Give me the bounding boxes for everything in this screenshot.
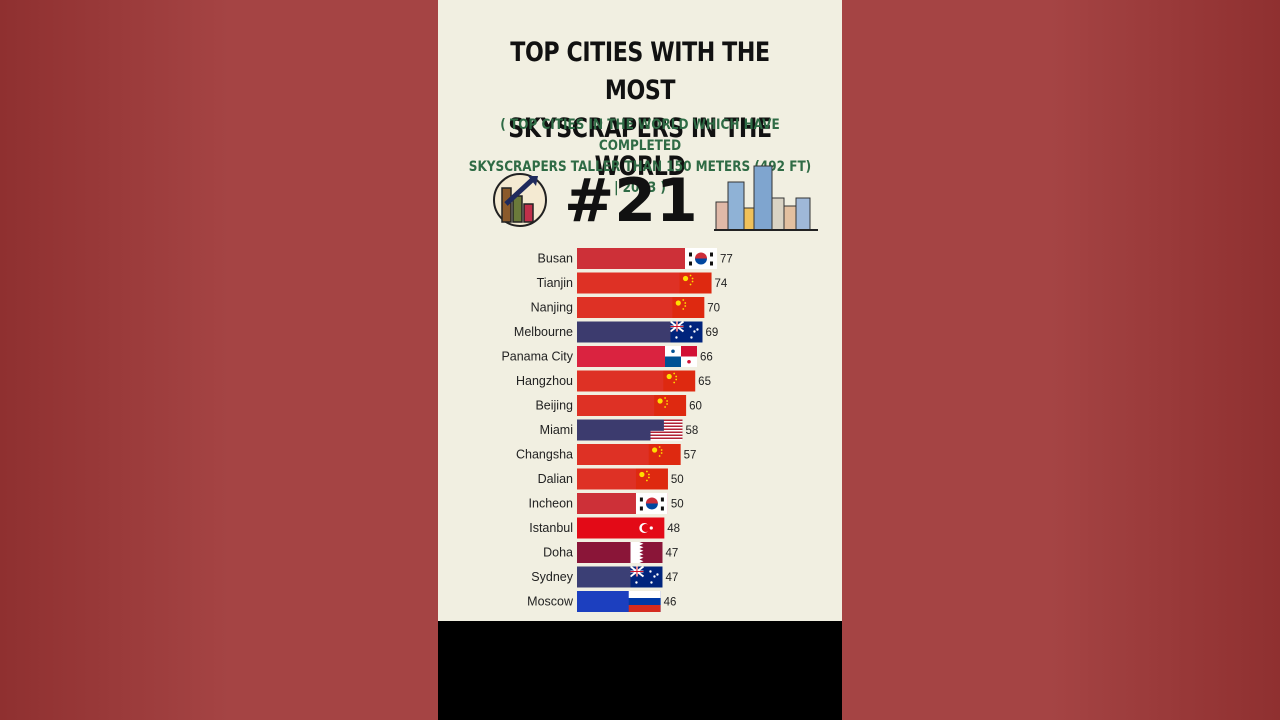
city-label: Tianjin [537, 276, 573, 290]
value-label: 58 [685, 425, 698, 437]
value-label: 47 [665, 572, 678, 584]
value-label: 57 [684, 450, 697, 462]
value-label: 77 [720, 254, 733, 266]
city-label: Panama City [501, 350, 573, 364]
australia-flag-icon [630, 566, 663, 588]
qatar-flag-icon [630, 542, 663, 563]
value-label: 65 [698, 376, 711, 388]
bar-row-changsha: Changsha 57 [516, 444, 696, 465]
china-flag-icon [663, 370, 696, 392]
bar-row-nanjing: Nanjing 70 [531, 297, 720, 318]
city-label: Nanjing [531, 301, 573, 315]
bar-row-istanbul: Istanbul 48 [529, 517, 680, 539]
chart-subtitle: ( TOP CITIES IN THE WORLD WHICH HAVE COM… [466, 115, 813, 199]
bar-row-sydney: Sydney 47 [531, 566, 678, 588]
australia-flag-icon [670, 321, 703, 343]
bar-row-hangzhou: Hangzhou 65 [516, 370, 711, 392]
bar-chart: Busan 77 Tianjin 74 Nanjing 70 Melbourne 69 Pana… [501, 248, 733, 612]
turkey-flag-icon [632, 517, 665, 539]
bar-row-dalian: Dalian 50 [538, 468, 684, 490]
bar-row-melbourne: Melbourne 69 [514, 321, 718, 343]
bar-chart-arrow-icon [493, 173, 547, 227]
bar-row-beijing: Beijing 60 [535, 395, 702, 416]
city-label: Sydney [531, 570, 573, 584]
bar-row-panama-city: Panama City 66 [501, 346, 713, 367]
city-label: Dalian [538, 472, 573, 486]
value-label: 46 [664, 597, 677, 609]
city-label: Hangzhou [516, 374, 573, 388]
china-flag-icon [648, 444, 681, 465]
title-line-1: TOP CITIES WITH THE MOST [510, 37, 770, 106]
value-label: 74 [715, 278, 728, 290]
bar-row-doha: Doha 47 [543, 542, 678, 563]
city-label: Istanbul [529, 521, 573, 535]
city-label: Busan [538, 252, 573, 266]
city-label: Melbourne [514, 325, 573, 339]
value-label: 69 [705, 327, 718, 339]
city-label: Beijing [535, 399, 573, 413]
title-line-2: SKYSCRAPERS IN THE WORLD [508, 113, 772, 182]
chart-panel: TOP CITIES WITH THE MOST SKYSCRAPERS IN … [438, 0, 842, 720]
value-label: 48 [667, 523, 680, 535]
south-korea-flag-icon [685, 248, 717, 269]
subtitle-line-2: SKYSCRAPERS TALLER THAN 150 METERS (492 … [468, 159, 812, 196]
usa-flag-icon [650, 419, 683, 441]
bar-row-miami: Miami 58 [540, 419, 698, 441]
value-label: 66 [700, 352, 713, 364]
value-label: 50 [671, 474, 684, 486]
city-label: Moscow [527, 595, 574, 609]
bar-row-tianjin: Tianjin 74 [537, 272, 728, 294]
bar [577, 248, 717, 269]
bar [577, 272, 712, 294]
value-label: 50 [671, 499, 684, 511]
footer-bar [438, 621, 842, 720]
city-label: Miami [540, 423, 573, 437]
china-flag-icon [679, 272, 712, 294]
bar-row-busan: Busan 77 [538, 248, 733, 269]
value-label: 70 [707, 303, 720, 315]
russia-flag-icon [628, 591, 661, 612]
china-flag-icon [654, 395, 687, 416]
bar-row-moscow: Moscow 46 [527, 591, 676, 612]
bar-row-incheon: Incheon 50 [529, 493, 684, 514]
chart-title: TOP CITIES WITH THE MOST SKYSCRAPERS IN … [474, 34, 805, 186]
rank-number: #21 [564, 166, 698, 236]
china-flag-icon [635, 468, 668, 490]
city-label: Doha [543, 546, 573, 560]
city-label: Changsha [516, 448, 573, 462]
panama-flag-icon [665, 346, 697, 367]
value-label: 60 [689, 401, 702, 413]
city-skyline-icon [714, 165, 818, 231]
subtitle-line-1: ( TOP CITIES IN THE WORLD WHICH HAVE COM… [500, 117, 780, 154]
city-label: Incheon [529, 497, 574, 511]
china-flag-icon [672, 297, 705, 318]
value-label: 47 [665, 548, 678, 560]
south-korea-flag-icon [635, 493, 668, 514]
